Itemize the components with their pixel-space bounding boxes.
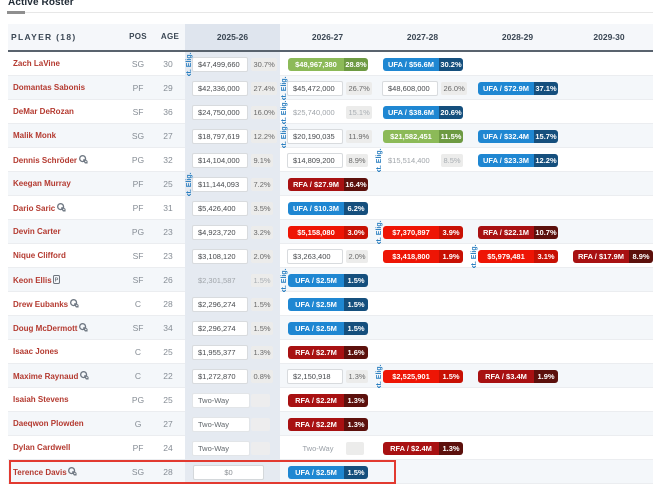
svg-text:P: P — [55, 277, 59, 283]
